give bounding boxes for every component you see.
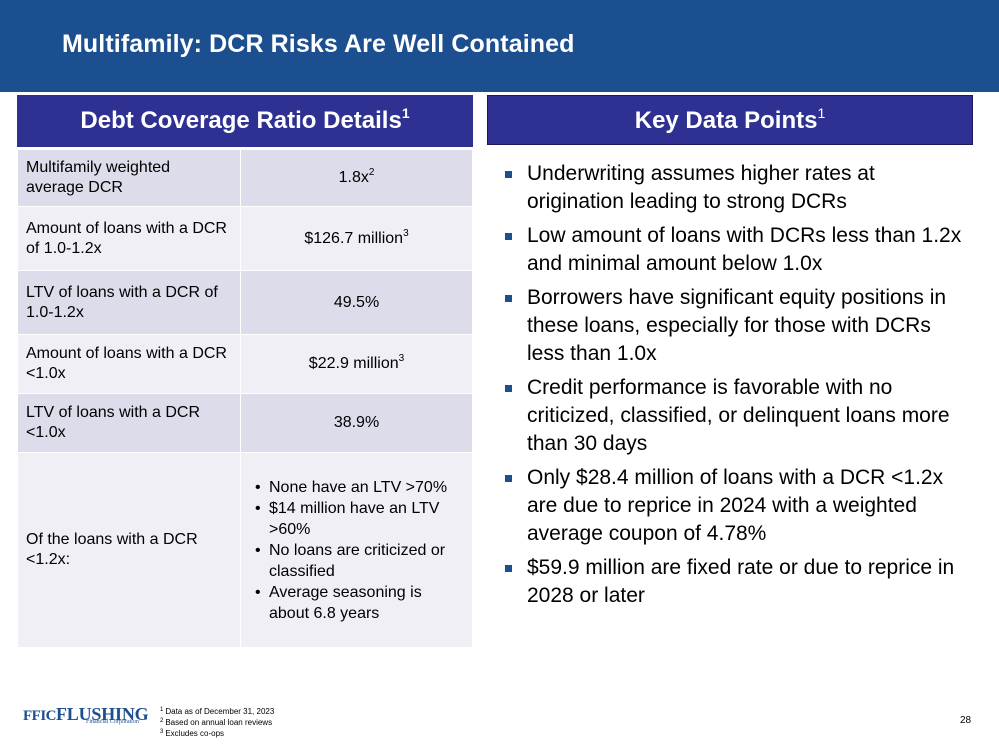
footnote-text: Based on annual loan reviews <box>165 718 273 727</box>
footnote: 3 Excludes co-ops <box>160 728 274 739</box>
footnote-text: Data as of December 31, 2023 <box>165 707 275 716</box>
list-item: Low amount of loans with DCRs less than … <box>497 222 967 278</box>
row-value-list: None have an LTV >70% $14 million have a… <box>240 452 473 648</box>
dcr-details-header-sup: 1 <box>401 105 410 121</box>
row-value-text: $126.7 million <box>304 229 404 247</box>
row-label: Of the loans with a DCR <1.2x: <box>17 452 241 648</box>
row-value: 1.8x2 <box>240 149 473 207</box>
dcr-below-list: None have an LTV >70% $14 million have a… <box>247 477 466 624</box>
row-value: 49.5% <box>240 270 473 335</box>
footnote: 1 Data as of December 31, 2023 <box>160 706 274 717</box>
footnote-num: 3 <box>160 729 164 735</box>
list-item: None have an LTV >70% <box>255 477 466 498</box>
logo-mark: FFIC <box>23 708 57 724</box>
list-item-text: Borrowers have significant equity positi… <box>527 286 947 365</box>
square-bullet-icon <box>505 475 512 482</box>
list-item-text: Underwriting assumes higher rates at ori… <box>527 162 875 213</box>
key-data-points-header-sup: 1 <box>817 105 826 121</box>
page-number: 28 <box>960 715 972 726</box>
table-row: LTV of loans with a DCR <1.0x 38.9% <box>17 393 473 453</box>
footnote: 2 Based on annual loan reviews <box>160 717 274 728</box>
list-item: Only $28.4 million of loans with a DCR <… <box>497 464 967 548</box>
row-value: $22.9 million3 <box>240 334 473 394</box>
footnote-text: Excludes co-ops <box>165 729 225 738</box>
row-label: LTV of loans with a DCR <1.0x <box>17 393 241 453</box>
row-value-text: 49.5% <box>333 293 380 311</box>
square-bullet-icon <box>505 385 512 392</box>
key-data-points-header-text: Key Data Points <box>634 107 818 134</box>
row-value: $126.7 million3 <box>240 206 473 271</box>
list-item: Borrowers have significant equity positi… <box>497 284 967 368</box>
table-row: Amount of loans with a DCR of 1.0-1.2x $… <box>17 206 473 271</box>
title-bar: Multifamily: DCR Risks Are Well Containe… <box>0 0 999 92</box>
company-logo: FFIC FLUSHING <box>23 704 149 725</box>
row-label: Amount of loans with a DCR <1.0x <box>17 334 241 394</box>
row-value-sup: 2 <box>368 167 375 178</box>
table-row: Multifamily weighted average DCR 1.8x2 <box>17 149 473 207</box>
key-data-points-list: Underwriting assumes higher rates at ori… <box>497 160 967 616</box>
logo-subtitle: Financial Corporation <box>86 719 139 725</box>
list-item: Credit performance is favorable with no … <box>497 374 967 458</box>
square-bullet-icon <box>505 565 512 572</box>
footnote-num: 2 <box>160 718 164 724</box>
list-item: $14 million have an LTV >60% <box>255 498 466 540</box>
square-bullet-icon <box>505 295 512 302</box>
list-item: Average seasoning is about 6.8 years <box>255 582 466 624</box>
footnote-num: 1 <box>160 707 164 713</box>
list-item-text: Low amount of loans with DCRs less than … <box>527 224 962 275</box>
dcr-details-table: Multifamily weighted average DCR 1.8x2 A… <box>17 149 473 648</box>
key-data-points-header: Key Data Points1 <box>487 95 973 145</box>
row-value-text: 1.8x <box>338 169 369 186</box>
list-item: No loans are criticized or classified <box>255 540 466 582</box>
row-value-sup: 3 <box>398 353 405 364</box>
row-value-sup: 3 <box>403 227 409 239</box>
list-item-text: Credit performance is favorable with no … <box>527 376 950 455</box>
square-bullet-icon <box>505 171 512 178</box>
list-item: Underwriting assumes higher rates at ori… <box>497 160 967 216</box>
dcr-details-header-text: Debt Coverage Ratio Details <box>80 107 402 134</box>
logo-name: FLUSHING <box>56 704 149 724</box>
dcr-details-header: Debt Coverage Ratio Details1 <box>17 95 473 147</box>
row-label: LTV of loans with a DCR of 1.0-1.2x <box>17 270 241 335</box>
table-row: Of the loans with a DCR <1.2x: None have… <box>17 452 473 648</box>
row-value-text: 38.9% <box>333 414 380 431</box>
row-label: Amount of loans with a DCR of 1.0-1.2x <box>17 206 241 271</box>
row-label: Multifamily weighted average DCR <box>17 149 241 207</box>
list-item: $59.9 million are fixed rate or due to r… <box>497 554 967 610</box>
table-row: LTV of loans with a DCR of 1.0-1.2x 49.5… <box>17 270 473 335</box>
row-value: 38.9% <box>240 393 473 453</box>
page-title: Multifamily: DCR Risks Are Well Containe… <box>62 30 575 58</box>
list-item-text: Only $28.4 million of loans with a DCR <… <box>527 466 944 545</box>
list-item-text: $59.9 million are fixed rate or due to r… <box>527 556 955 607</box>
square-bullet-icon <box>505 233 512 240</box>
table-row: Amount of loans with a DCR <1.0x $22.9 m… <box>17 334 473 394</box>
footnotes: 1 Data as of December 31, 2023 2 Based on … <box>160 706 274 739</box>
row-value-text: $22.9 million <box>308 355 399 372</box>
